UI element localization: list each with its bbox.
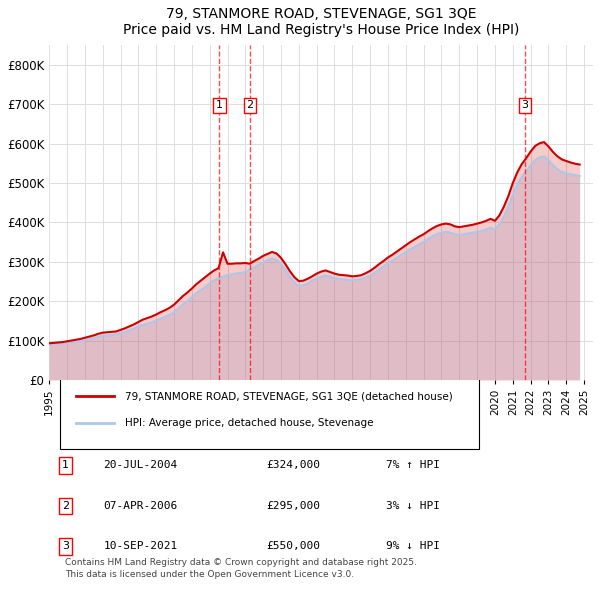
Text: 07-APR-2006: 07-APR-2006 [104, 501, 178, 511]
Text: 3: 3 [521, 100, 529, 110]
Text: 1: 1 [62, 460, 69, 470]
Text: 9% ↓ HPI: 9% ↓ HPI [386, 542, 440, 552]
Text: £295,000: £295,000 [267, 501, 321, 511]
Text: 1: 1 [216, 100, 223, 110]
Text: £550,000: £550,000 [267, 542, 321, 552]
Text: HPI: Average price, detached house, Stevenage: HPI: Average price, detached house, Stev… [125, 418, 374, 428]
Text: 2: 2 [62, 501, 69, 511]
Text: 2: 2 [247, 100, 254, 110]
Text: 7% ↑ HPI: 7% ↑ HPI [386, 460, 440, 470]
Text: 20-JUL-2004: 20-JUL-2004 [104, 460, 178, 470]
Text: 3% ↓ HPI: 3% ↓ HPI [386, 501, 440, 511]
Text: 10-SEP-2021: 10-SEP-2021 [104, 542, 178, 552]
Text: Contains HM Land Registry data © Crown copyright and database right 2025.
This d: Contains HM Land Registry data © Crown c… [65, 558, 418, 579]
Text: 79, STANMORE ROAD, STEVENAGE, SG1 3QE (detached house): 79, STANMORE ROAD, STEVENAGE, SG1 3QE (d… [125, 391, 453, 401]
Title: 79, STANMORE ROAD, STEVENAGE, SG1 3QE
Price paid vs. HM Land Registry's House Pr: 79, STANMORE ROAD, STEVENAGE, SG1 3QE Pr… [123, 7, 520, 37]
FancyBboxPatch shape [60, 378, 479, 449]
Text: 3: 3 [62, 542, 69, 552]
Text: £324,000: £324,000 [267, 460, 321, 470]
